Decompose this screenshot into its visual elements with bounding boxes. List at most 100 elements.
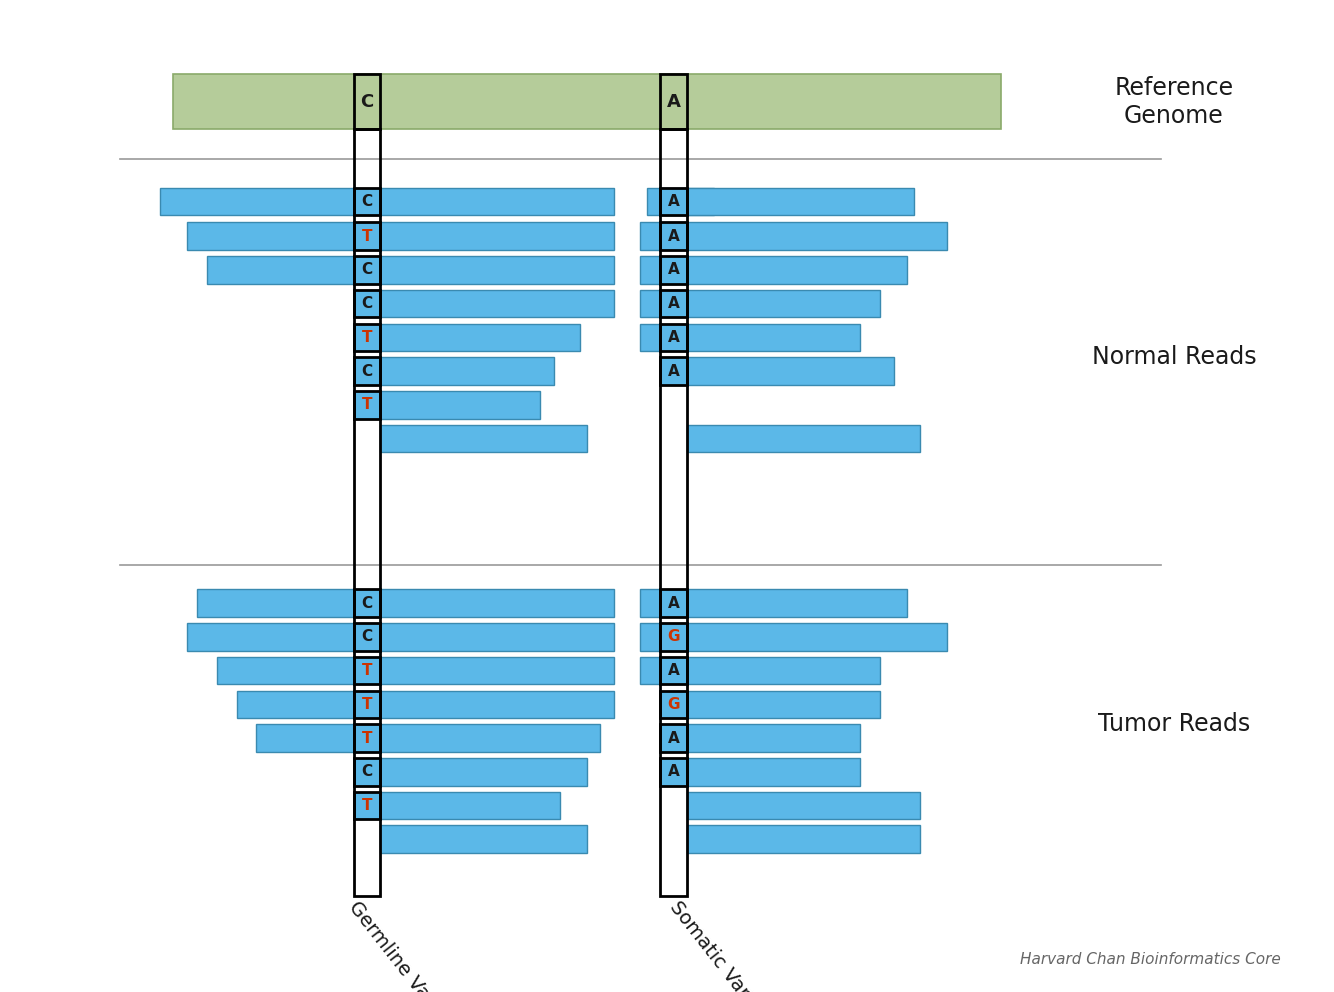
Bar — [687, 357, 894, 385]
Bar — [640, 323, 660, 351]
Bar — [660, 589, 687, 617]
Bar — [380, 357, 554, 385]
Bar — [354, 724, 380, 752]
Bar — [660, 690, 687, 718]
Bar — [354, 792, 380, 819]
Bar — [354, 657, 380, 684]
Bar — [354, 256, 380, 284]
Bar — [687, 825, 920, 853]
Text: Normal Reads: Normal Reads — [1091, 345, 1257, 369]
Text: A: A — [668, 595, 679, 611]
Bar — [660, 129, 687, 896]
Bar — [187, 222, 354, 250]
Text: A: A — [668, 228, 679, 244]
Text: G: G — [667, 696, 680, 712]
Bar — [354, 391, 380, 419]
Text: C: C — [362, 629, 372, 645]
Bar — [380, 623, 614, 651]
Text: A: A — [667, 92, 680, 111]
Bar — [380, 323, 580, 351]
Bar — [160, 187, 354, 215]
Text: T: T — [362, 228, 372, 244]
Text: T: T — [362, 696, 372, 712]
Bar — [380, 425, 587, 452]
Bar — [660, 357, 687, 385]
Bar — [380, 222, 614, 250]
Text: T: T — [362, 730, 372, 746]
Bar — [640, 222, 660, 250]
Bar — [380, 758, 587, 786]
Bar — [380, 391, 540, 419]
Bar — [640, 623, 660, 651]
Bar — [660, 222, 687, 250]
Bar — [687, 758, 860, 786]
Bar — [660, 623, 687, 651]
Text: A: A — [668, 193, 679, 209]
Bar — [380, 589, 614, 617]
Bar — [640, 256, 660, 284]
Bar — [354, 323, 380, 351]
Text: T: T — [362, 663, 372, 679]
Text: C: C — [362, 764, 372, 780]
Text: C: C — [362, 296, 372, 311]
Bar — [380, 657, 614, 684]
Bar — [354, 74, 380, 129]
Bar — [660, 323, 687, 351]
Bar — [354, 623, 380, 651]
Bar — [687, 187, 914, 215]
Bar — [647, 187, 714, 215]
Text: T: T — [362, 329, 372, 345]
Bar — [640, 290, 660, 317]
Bar — [687, 323, 860, 351]
Text: C: C — [362, 363, 372, 379]
Bar — [256, 724, 354, 752]
Bar — [380, 290, 614, 317]
Text: C: C — [362, 193, 372, 209]
Text: T: T — [362, 798, 372, 813]
Text: C: C — [362, 262, 372, 278]
Text: C: C — [362, 595, 372, 611]
Text: Tumor Reads: Tumor Reads — [1098, 712, 1250, 736]
Bar — [660, 724, 687, 752]
Bar — [660, 187, 687, 215]
Bar — [354, 290, 380, 317]
Bar — [660, 74, 687, 129]
Bar — [380, 825, 587, 853]
Bar — [207, 256, 354, 284]
Bar — [640, 657, 660, 684]
Bar — [187, 623, 354, 651]
Bar — [380, 256, 614, 284]
Bar — [660, 657, 687, 684]
Bar — [687, 792, 920, 819]
Text: A: A — [668, 329, 679, 345]
Bar — [354, 129, 380, 896]
Bar — [640, 589, 660, 617]
Bar — [687, 256, 907, 284]
Text: A: A — [668, 730, 679, 746]
Bar — [354, 357, 380, 385]
Text: Reference
Genome: Reference Genome — [1114, 76, 1234, 128]
Bar — [237, 690, 354, 718]
Bar — [687, 222, 947, 250]
Bar — [687, 724, 860, 752]
Bar — [217, 657, 354, 684]
Bar — [660, 758, 687, 786]
Text: A: A — [668, 764, 679, 780]
Bar — [380, 724, 600, 752]
Text: C: C — [360, 92, 374, 111]
Bar — [660, 256, 687, 284]
Text: A: A — [668, 663, 679, 679]
Bar — [354, 222, 380, 250]
Bar — [197, 589, 354, 617]
Bar — [687, 690, 880, 718]
Text: G: G — [667, 629, 680, 645]
Text: T: T — [362, 397, 372, 413]
Bar — [687, 425, 920, 452]
Bar — [687, 657, 880, 684]
Bar — [380, 792, 560, 819]
Text: Somatic Variant: Somatic Variant — [666, 898, 775, 992]
Bar — [380, 690, 614, 718]
Text: A: A — [668, 363, 679, 379]
Bar — [354, 187, 380, 215]
Bar — [354, 758, 380, 786]
